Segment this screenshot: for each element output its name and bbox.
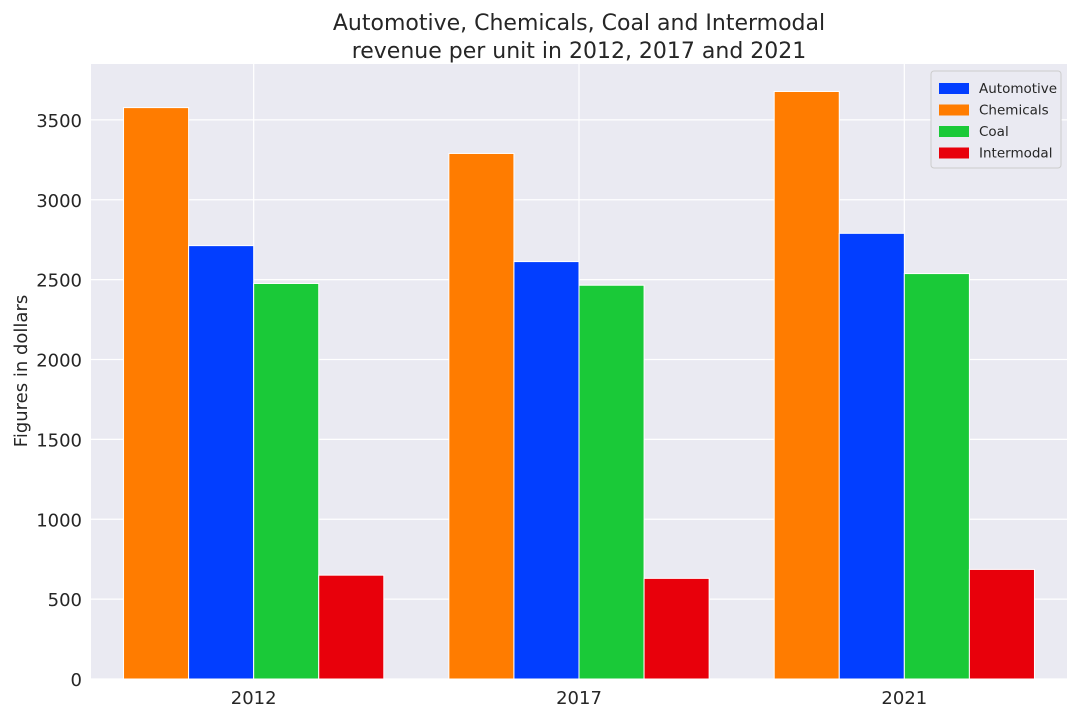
y-tick-label: 3000 <box>36 191 82 212</box>
bar-coal-2012 <box>253 282 320 680</box>
legend-frame <box>930 70 1062 169</box>
legend-label-automotive: Automotive <box>979 81 1057 97</box>
legend-label-chemicals: Chemicals <box>979 103 1049 119</box>
chart-title-line-1: Automotive, Chemicals, Coal and Intermod… <box>333 11 825 36</box>
bar-automotive-2017 <box>513 261 580 680</box>
bar-automotive-2012 <box>188 245 255 680</box>
legend-label-intermodal: Intermodal <box>979 146 1052 162</box>
bar-intermodal-2021 <box>968 568 1035 680</box>
chart-title-line-2: revenue per unit in 2012, 2017 and 2021 <box>352 39 807 64</box>
bar-intermodal-2012 <box>318 574 385 680</box>
bar-chemicals-2017 <box>448 152 515 680</box>
legend-swatch-automotive <box>939 83 969 94</box>
x-tick-label: 2017 <box>556 688 602 709</box>
legend-swatch-intermodal <box>939 147 969 159</box>
bar-intermodal-2017 <box>643 577 710 680</box>
legend: Automotive Chemicals Coal Intermodal <box>930 70 1062 169</box>
bar-chemicals-2012 <box>123 107 190 680</box>
y-axis-label: Figures in dollars <box>11 295 32 447</box>
legend-swatch-chemicals <box>939 104 969 116</box>
y-tick-label: 3500 <box>36 111 82 132</box>
y-tick-label: 1500 <box>36 430 82 451</box>
y-tick-label: 1000 <box>36 510 82 531</box>
bar-chemicals-2021 <box>773 90 840 680</box>
bar-coal-2017 <box>578 284 645 680</box>
y-tick-label: 2000 <box>36 351 82 372</box>
legend-swatch-coal <box>939 126 969 137</box>
bar-automotive-2021 <box>838 232 905 680</box>
legend-label-coal: Coal <box>979 124 1009 140</box>
x-tick-label: 2012 <box>231 688 277 709</box>
x-tick-label: 2021 <box>881 688 927 709</box>
y-tick-label: 0 <box>71 670 82 691</box>
y-tick-label: 2500 <box>36 271 82 292</box>
y-tick-label: 500 <box>48 590 82 611</box>
bar-coal-2021 <box>903 273 970 680</box>
